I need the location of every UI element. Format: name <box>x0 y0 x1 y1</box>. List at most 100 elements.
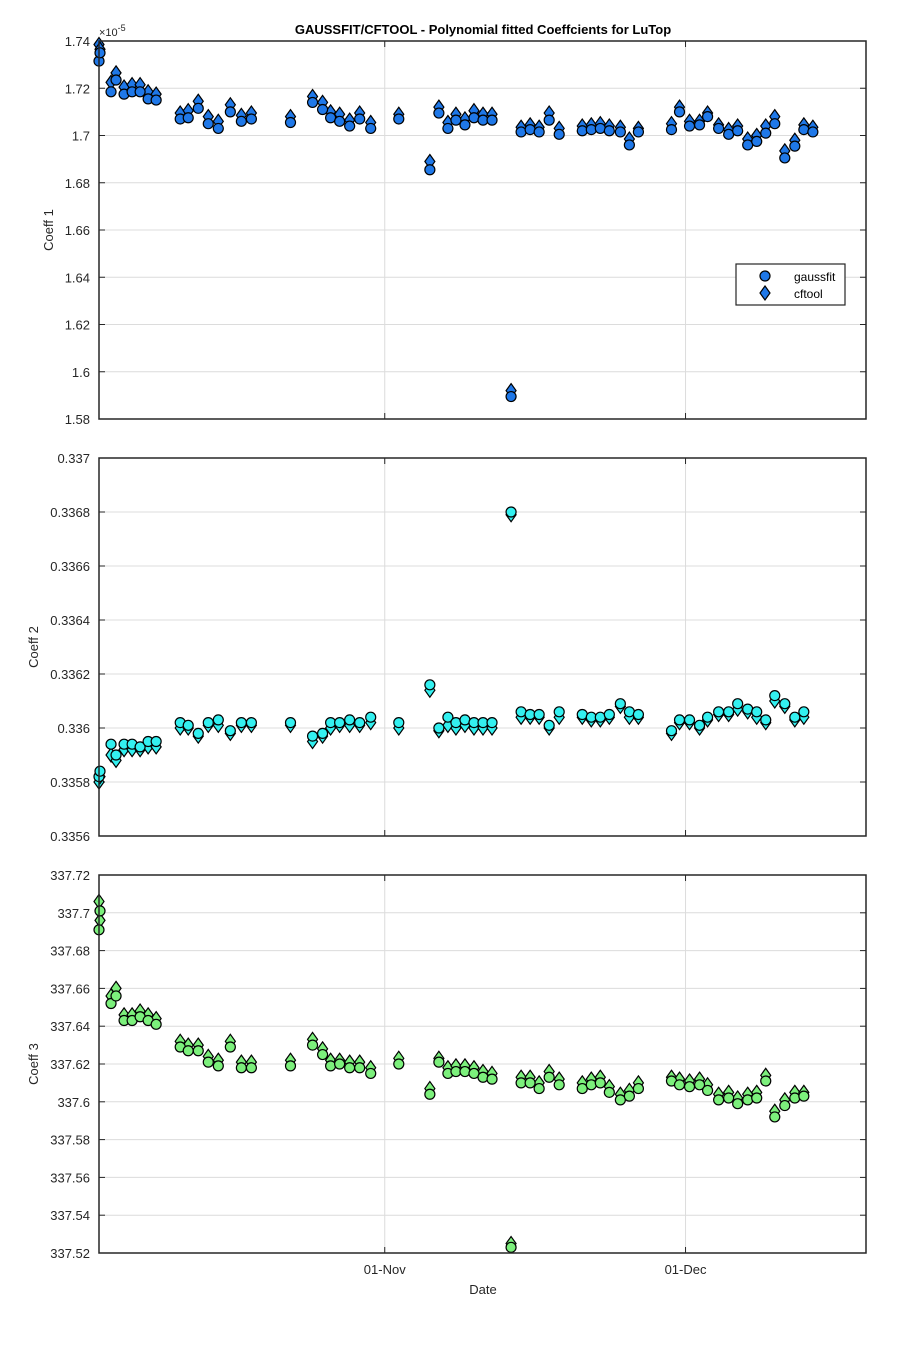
y-tick-label: 0.3366 <box>50 559 90 574</box>
gaussfit-point <box>150 1018 162 1030</box>
gaussfit-point <box>192 1045 204 1057</box>
legend-marker-gaussfit <box>759 270 771 282</box>
gaussfit-point <box>105 86 117 98</box>
gaussfit-point <box>732 125 744 137</box>
gaussfit-point <box>486 114 498 126</box>
gaussfit-point <box>673 714 686 726</box>
gaussfit-point <box>344 120 356 132</box>
gaussfit-point <box>202 118 214 130</box>
gaussfit-point <box>365 711 377 723</box>
y-tick-label: 337.6 <box>57 1095 90 1110</box>
gaussfit-point <box>94 765 106 777</box>
y-tick-label: 0.337 <box>57 451 90 466</box>
gaussfit-point <box>665 725 678 737</box>
gaussfit-point <box>769 1111 781 1123</box>
gaussfit-point <box>354 716 366 729</box>
gaussfit-point <box>533 708 545 721</box>
gaussfit-point <box>110 74 122 86</box>
x-tick-label: 01-Dec <box>665 1262 707 1277</box>
gaussfit-point <box>486 1073 498 1085</box>
gaussfit-point <box>284 116 297 129</box>
y-tick-label: 1.7 <box>72 129 90 144</box>
legend: gaussfit cftool <box>735 263 846 306</box>
gaussfit-point <box>533 1082 545 1095</box>
gaussfit-point <box>524 123 536 136</box>
panel-coeff2: 0.3356 0.3358 0.336 0.3362 0.3364 0.3366 0.336… <box>26 451 867 844</box>
y-tick-label: 337.66 <box>50 981 90 996</box>
y-tick-label: 1.64 <box>65 270 90 285</box>
gaussfit-point <box>553 706 565 718</box>
gaussfit-point <box>94 47 106 59</box>
gaussfit-point <box>105 738 117 750</box>
gaussfit-point <box>424 1088 436 1100</box>
y-tick-label: 1.74 <box>65 34 90 49</box>
gaussfit-point <box>235 1062 247 1074</box>
gaussfit-point <box>742 1094 754 1106</box>
gaussfit-point <box>779 698 791 710</box>
gaussfit-point <box>769 118 781 130</box>
y-tick-label: 337.72 <box>50 868 90 883</box>
gaussfit-point <box>585 123 597 136</box>
gaussfit-point <box>150 94 162 106</box>
gaussfit-point <box>433 1056 445 1068</box>
gaussfit-point <box>603 1086 615 1098</box>
gaussfit-point <box>486 716 498 729</box>
y-tick-label: 0.3368 <box>50 505 90 520</box>
gaussfit-point <box>306 730 319 742</box>
gaussfit-point <box>134 741 146 753</box>
gaussfit-point <box>693 1079 706 1091</box>
y-tick-label: 337.52 <box>50 1246 90 1261</box>
gaussfit-point <box>673 106 686 118</box>
gaussfit-point <box>344 714 356 726</box>
gaussfit-point <box>105 997 117 1010</box>
gaussfit-point <box>505 506 517 518</box>
gaussfit-point <box>306 96 319 109</box>
gaussfit-point <box>316 727 329 740</box>
y-tick-label: 0.3364 <box>50 613 90 628</box>
gaussfit-point <box>212 122 224 135</box>
gaussfit-point <box>751 135 763 148</box>
gaussfit-point <box>505 1241 517 1253</box>
gaussfit-point <box>701 711 714 723</box>
gaussfit-point <box>334 716 346 729</box>
gaussfit-point <box>325 1060 337 1072</box>
legend-label-cftool: cftool <box>794 287 823 301</box>
gaussfit-point <box>94 905 106 917</box>
gaussfit-point <box>732 698 744 710</box>
gaussfit-point <box>365 1067 377 1080</box>
gaussfit-point <box>732 1098 744 1110</box>
y-tick-label: 0.3356 <box>50 829 90 844</box>
y-tick-label: 1.66 <box>65 223 90 238</box>
gaussfit-point <box>632 708 645 721</box>
gaussfit-point <box>245 1062 257 1074</box>
gaussfit-point <box>459 119 471 131</box>
gaussfit-point <box>344 1062 356 1074</box>
gaussfit-point <box>365 122 377 135</box>
gaussfit-point <box>760 1075 772 1087</box>
gaussfit-point <box>424 679 436 691</box>
gaussfit-point <box>723 706 735 718</box>
gaussfit-point <box>585 1079 597 1091</box>
y-tick-label: 1.68 <box>65 176 90 191</box>
gaussfit-point <box>224 106 236 118</box>
y-axis-label: Coeff 3 <box>26 1043 41 1085</box>
gaussfit-point <box>594 122 606 135</box>
gaussfit-point <box>553 128 565 140</box>
panel-coeff3: 337.52 337.54 337.56 337.58 337.6 337.62 337.6… <box>26 868 867 1261</box>
y-tick-label: 1.72 <box>65 81 90 96</box>
gaussfit-point <box>693 719 706 731</box>
y-tick-label: 0.336 <box>57 721 90 736</box>
gaussfit-point <box>354 113 366 125</box>
gaussfit-point <box>701 110 714 123</box>
gaussfit-point <box>751 1092 763 1104</box>
gaussfit-point <box>789 1092 801 1104</box>
y-tick-label: 337.62 <box>50 1057 90 1072</box>
gaussfit-point <box>683 1081 696 1093</box>
gaussfit-point <box>543 114 555 126</box>
panel-coeff1: 1.58 1.6 1.62 1.64 1.66 1.68 1.7 1.72 1.74 Coeff … <box>41 23 867 427</box>
gaussfit-point <box>450 114 462 126</box>
y-tick-label: 1.6 <box>72 365 90 380</box>
gaussfit-point <box>632 1082 645 1095</box>
gaussfit-point <box>779 1099 791 1112</box>
axes-box <box>98 40 867 420</box>
